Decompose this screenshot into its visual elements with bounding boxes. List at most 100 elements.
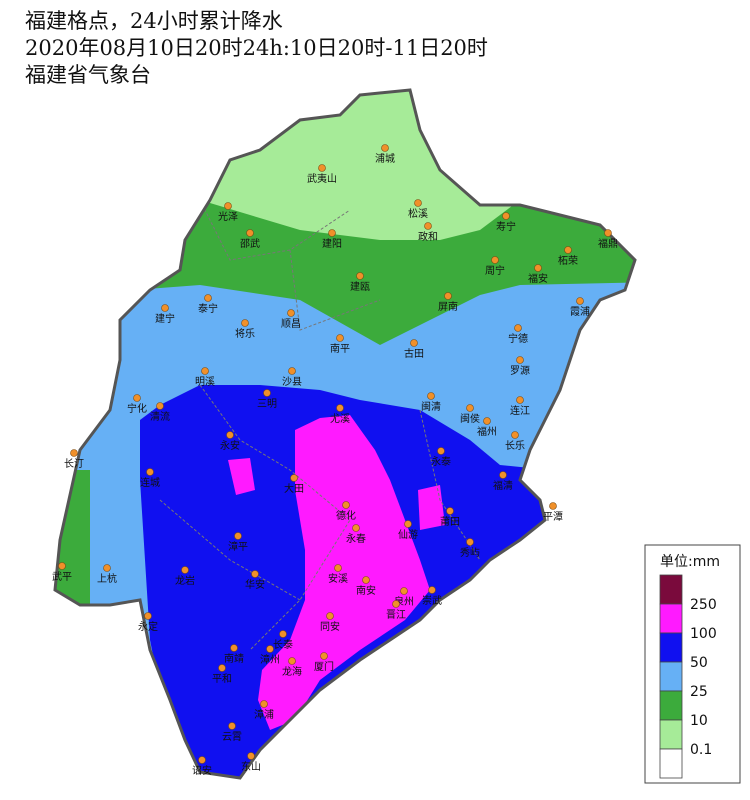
city-label: 南靖 bbox=[224, 652, 244, 665]
legend-label: 25 bbox=[690, 684, 708, 700]
legend-title: 单位:mm bbox=[660, 554, 720, 570]
city-dot bbox=[534, 264, 542, 272]
city-dot bbox=[246, 229, 254, 237]
city-label: 沙县 bbox=[282, 376, 302, 388]
city-label: 永泰 bbox=[431, 455, 451, 468]
city-label: 古田 bbox=[404, 347, 424, 360]
city-label: 漳浦 bbox=[254, 708, 274, 721]
city-dot bbox=[466, 538, 474, 546]
city-dot bbox=[514, 324, 522, 332]
city-dot bbox=[198, 756, 206, 764]
city-dot bbox=[266, 645, 274, 653]
city-label: 闽清 bbox=[421, 400, 441, 413]
city-label: 晋江 bbox=[386, 609, 406, 621]
city-dot bbox=[241, 319, 249, 327]
city-dot bbox=[260, 700, 268, 708]
rain-region bbox=[258, 415, 430, 730]
city-dot bbox=[204, 294, 212, 302]
city-label: 莆田 bbox=[440, 515, 460, 528]
city-dot bbox=[446, 507, 454, 515]
city-dot bbox=[218, 664, 226, 672]
city-label: 罗源 bbox=[510, 364, 530, 377]
legend-swatch bbox=[659, 719, 683, 750]
city-dot bbox=[428, 586, 436, 594]
city-dot bbox=[604, 229, 612, 237]
legend-swatch bbox=[659, 632, 683, 663]
city-dot bbox=[400, 587, 408, 595]
city-label: 安溪 bbox=[328, 572, 348, 585]
city-dot bbox=[414, 199, 422, 207]
city-label: 永春 bbox=[346, 532, 366, 545]
city-label: 霞浦 bbox=[570, 305, 590, 318]
city-label: 龙海 bbox=[282, 665, 302, 678]
city-dot bbox=[466, 404, 474, 412]
city-label: 华安 bbox=[245, 578, 265, 591]
city-dot bbox=[230, 644, 238, 652]
city-dot bbox=[133, 394, 141, 402]
legend-label: 250 bbox=[690, 597, 717, 613]
city-dot bbox=[228, 722, 236, 730]
city-label: 福州 bbox=[477, 425, 497, 438]
city-dot bbox=[404, 520, 412, 528]
city-dot bbox=[362, 576, 370, 584]
city-dot bbox=[424, 222, 432, 230]
city-label: 仙游 bbox=[398, 528, 418, 541]
city-label: 龙岩 bbox=[175, 574, 195, 587]
city-dot bbox=[336, 334, 344, 342]
city-dot bbox=[511, 431, 519, 439]
city-label: 平潭 bbox=[543, 511, 563, 523]
legend: 250 100 50 25 10 0.1 bbox=[659, 574, 717, 779]
city-dot bbox=[410, 339, 418, 347]
city-label: 秀屿 bbox=[460, 547, 480, 559]
city-label: 周宁 bbox=[485, 264, 505, 277]
city-dot bbox=[576, 297, 584, 305]
city-dot bbox=[392, 600, 400, 608]
city-label: 同安 bbox=[320, 620, 340, 633]
city-label: 云霄 bbox=[222, 731, 242, 743]
city-dot bbox=[326, 612, 334, 620]
legend-swatch bbox=[659, 603, 683, 634]
city-label: 东山 bbox=[241, 760, 261, 773]
city-dot bbox=[181, 566, 189, 574]
city-label: 将乐 bbox=[235, 328, 255, 340]
city-label: 连城 bbox=[140, 476, 160, 489]
city-dot bbox=[263, 389, 271, 397]
city-label: 顺昌 bbox=[281, 318, 301, 330]
city-dot bbox=[279, 630, 287, 638]
city-label: 诏安 bbox=[192, 764, 212, 777]
city-dot bbox=[146, 468, 154, 476]
city-label: 南安 bbox=[356, 584, 376, 597]
city-dot bbox=[342, 501, 350, 509]
source: 福建省气象台 bbox=[25, 63, 151, 87]
city-dot bbox=[224, 202, 232, 210]
city-dot bbox=[491, 256, 499, 264]
city-dot bbox=[334, 564, 342, 572]
legend-label: 0.1 bbox=[690, 742, 712, 758]
city-dot bbox=[328, 229, 336, 237]
city-label: 永安 bbox=[220, 439, 240, 452]
city-dot bbox=[427, 392, 435, 400]
rain-region bbox=[228, 458, 255, 495]
city-dot bbox=[444, 292, 452, 300]
city-label: 漳州 bbox=[260, 653, 280, 666]
city-dot bbox=[437, 447, 445, 455]
legend-label: 10 bbox=[690, 713, 708, 729]
city-label: 福鼎 bbox=[598, 237, 618, 250]
legend-swatch bbox=[659, 748, 683, 779]
city-dot bbox=[144, 612, 152, 620]
city-dot bbox=[103, 564, 111, 572]
city-label: 长乐 bbox=[505, 440, 525, 452]
rain-region bbox=[55, 470, 90, 778]
city-dot bbox=[288, 367, 296, 375]
city-label: 清流 bbox=[150, 410, 170, 423]
legend-swatch bbox=[659, 661, 683, 692]
city-dot bbox=[58, 562, 66, 570]
city-label: 长泰 bbox=[273, 638, 293, 651]
legend-swatch bbox=[659, 690, 683, 721]
city-label: 上杭 bbox=[97, 572, 117, 585]
city-label: 宁化 bbox=[127, 402, 147, 415]
city-dot bbox=[251, 570, 259, 578]
city-dot bbox=[288, 657, 296, 665]
city-label: 政和 bbox=[418, 230, 438, 243]
